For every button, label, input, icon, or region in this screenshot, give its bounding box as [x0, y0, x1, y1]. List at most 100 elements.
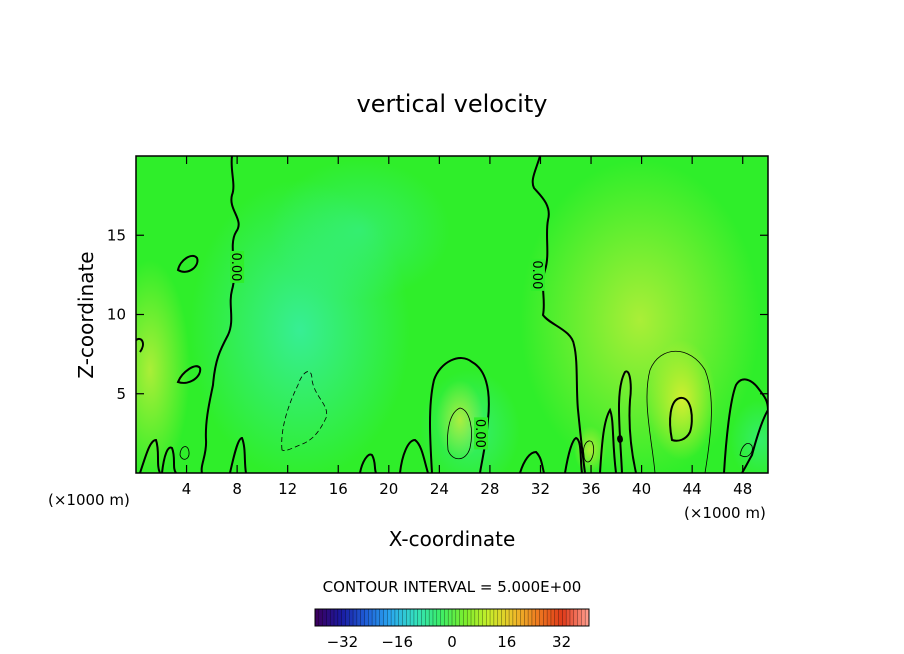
x-tick-label: 32 — [531, 480, 550, 498]
negative-region — [270, 160, 450, 300]
colorbar-segment — [482, 609, 487, 626]
x-tick-label: 24 — [430, 480, 449, 498]
y-tick-label: 15 — [107, 226, 126, 244]
x-tick-label: 48 — [733, 480, 752, 498]
colorbar-segment — [463, 609, 468, 626]
contour-field — [136, 156, 768, 473]
zero-contour — [617, 370, 637, 473]
colorbar-segment — [528, 609, 533, 626]
x-tick-label: 28 — [480, 480, 499, 498]
colorbar-segment — [459, 609, 464, 626]
colorbar-segment — [417, 609, 422, 626]
zero-contour — [519, 450, 545, 473]
colorbar-segment — [486, 609, 491, 626]
positive-region — [648, 340, 716, 460]
colorbar-segment — [524, 609, 529, 626]
x-unit-right: (×1000 m) — [684, 504, 766, 522]
positive-contour — [669, 396, 693, 442]
colorbar-segment — [364, 609, 369, 626]
positive-contour — [447, 407, 472, 460]
contour-label: 0.00 — [472, 417, 489, 450]
negative-contour — [281, 371, 328, 451]
colorbar-segment — [539, 609, 544, 626]
colorbar-segment — [547, 609, 552, 626]
positive-region — [520, 160, 760, 473]
positive-contour — [646, 350, 712, 473]
contour-label-text: 0.00 — [228, 252, 243, 281]
chart-title: vertical velocity — [357, 90, 548, 118]
colorbar-segment — [383, 609, 388, 626]
zero-contour — [531, 156, 586, 473]
colorbar-segment — [345, 609, 350, 626]
zero-contour — [599, 407, 617, 473]
contour-label-text: 0.00 — [529, 260, 544, 289]
colorbar-segment — [315, 609, 320, 626]
zero-contour — [359, 453, 377, 473]
colorbar-segment — [558, 609, 563, 626]
colorbar-segment — [467, 609, 472, 626]
colorbar-segment — [429, 609, 434, 626]
colorbar-segment — [413, 609, 419, 626]
colorbar-segment — [425, 609, 430, 626]
zero-contour — [161, 446, 177, 473]
x-tick-label: 20 — [379, 480, 398, 498]
colorbar-segment — [387, 609, 392, 626]
colorbar-segment — [398, 609, 403, 626]
colorbar-segment — [410, 609, 415, 626]
colorbar-segment — [334, 609, 339, 626]
positive-contour — [739, 443, 753, 457]
colorbar-tick-label: 0 — [447, 633, 457, 651]
x-tick-label: 12 — [278, 480, 297, 498]
colorbar-segment — [318, 609, 323, 626]
y-tick-label: 5 — [116, 385, 126, 403]
positive-region — [136, 260, 190, 473]
colorbar-segment — [360, 609, 365, 626]
zero-contour — [229, 436, 247, 473]
zero-contour — [617, 435, 623, 443]
x-tick-label: 36 — [581, 480, 600, 498]
colorbar-segment — [391, 609, 396, 626]
colorbar-segment — [436, 609, 441, 626]
zero-contour — [139, 438, 161, 473]
colorbar-segment — [550, 609, 556, 626]
colorbar-segment — [478, 609, 483, 626]
y-axis-label: Z-coordinate — [74, 251, 98, 378]
colorbar-segment — [326, 609, 331, 626]
colorbar-segment — [493, 609, 498, 626]
colorbar-segment — [448, 609, 453, 626]
colorbar-segment — [471, 609, 476, 626]
colorbar-segment — [509, 609, 514, 626]
colorbar-segment — [452, 609, 457, 626]
zero-contour — [564, 436, 583, 473]
colorbar-segment — [440, 609, 445, 626]
positive-region — [436, 380, 484, 460]
colorbar-segment — [455, 609, 460, 626]
colorbar-segment — [512, 609, 517, 626]
colorbar-segment — [566, 609, 571, 626]
contour-labels: 0.00 0.00 0.00 — [228, 250, 545, 450]
colorbar-segment — [372, 609, 377, 626]
colorbar-segment — [569, 609, 575, 626]
colorbar-segment — [444, 609, 449, 626]
colorbar-segment — [520, 609, 525, 626]
y-axis: 5 10 15 — [107, 226, 768, 403]
colorbar-segment — [341, 609, 346, 626]
x-tick-label: 8 — [232, 480, 242, 498]
zero-contour — [136, 338, 144, 353]
colorbar-segment — [337, 609, 342, 626]
colorbar-segment — [421, 609, 426, 626]
colorbar-segment — [368, 609, 373, 626]
colorbar — [314, 608, 590, 627]
colorbar-segment — [531, 609, 537, 626]
colorbar-segment — [497, 609, 502, 626]
colorbar-segment — [535, 609, 540, 626]
contour-label-text: 0.00 — [472, 419, 487, 448]
positive-contour — [583, 440, 595, 463]
colorbar-segment — [394, 609, 400, 626]
colorbar-segment — [356, 609, 361, 626]
colorbar-segment — [402, 609, 407, 626]
zero-contour — [200, 156, 240, 473]
zero-contour — [723, 378, 768, 473]
colorbar-segment — [379, 609, 384, 626]
